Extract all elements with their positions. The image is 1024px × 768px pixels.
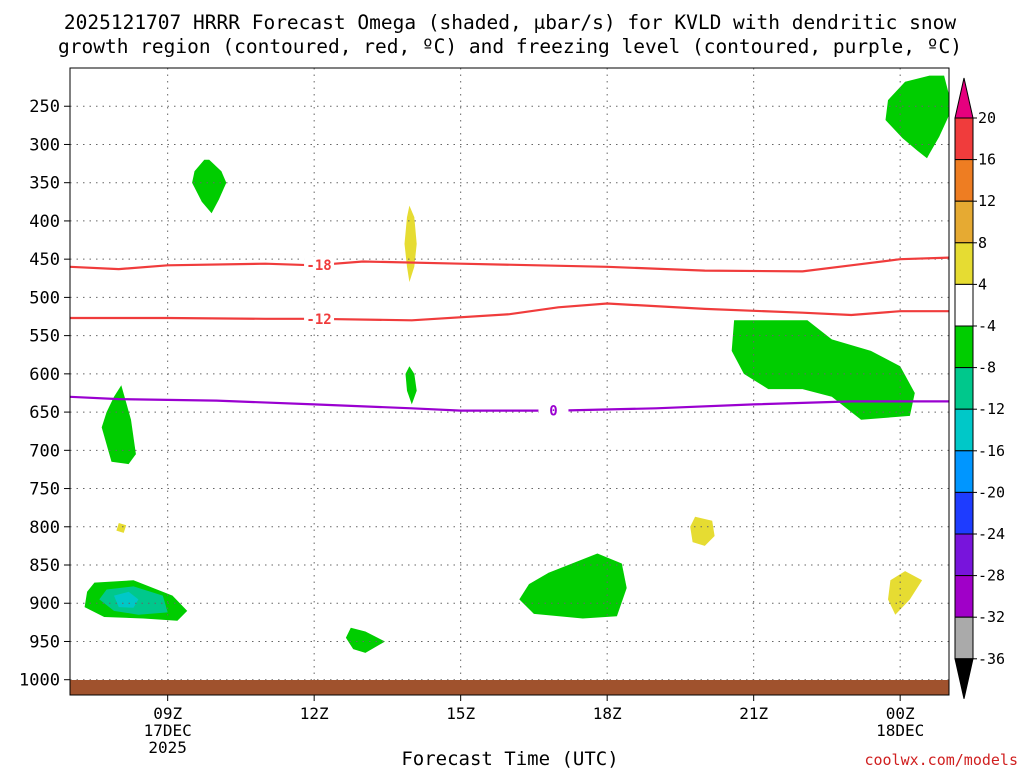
omega-region-6 — [116, 523, 127, 533]
omega-region-8 — [888, 571, 923, 615]
y-tick-label: 600 — [29, 365, 60, 385]
colorbar-label: -24 — [978, 525, 1005, 543]
colorbar-label: 12 — [978, 192, 996, 210]
colorbar-segment — [954, 575, 974, 618]
colorbar-segment — [954, 117, 974, 161]
y-axis-ticks: 250 300 350 400 450 500 550 600 650 700 750 800 850 9… — [19, 97, 70, 691]
colorbar-segment — [954, 616, 974, 660]
x-tick-label: 12Z — [300, 704, 329, 723]
colorbar-segment — [954, 325, 974, 369]
omega-region-4 — [405, 366, 417, 405]
y-tick-label: 750 — [29, 480, 60, 500]
grid-lines — [70, 68, 949, 695]
colorbar-label: 20 — [978, 109, 996, 127]
y-tick-label: 500 — [29, 288, 60, 308]
x-tick-label: 09Z — [153, 704, 182, 723]
y-tick-label: 450 — [29, 250, 60, 270]
omega-region-0 — [885, 75, 949, 159]
temperature-contours: -18 -12 0 — [69, 256, 950, 420]
plot-frame — [69, 67, 950, 696]
omega-region-7 — [690, 516, 715, 546]
colorbar-segment — [954, 367, 974, 410]
y-tick-label: 800 — [29, 518, 60, 538]
contour-line--18 — [69, 256, 950, 273]
colorbar-label: 4 — [978, 275, 987, 293]
colorbar-segment — [954, 450, 974, 493]
chart-title-line2: growth region (contoured, red, ºC) and f… — [58, 35, 962, 58]
ground-surface — [70, 680, 949, 695]
colorbar-segment — [954, 159, 974, 202]
colorbar-label: -32 — [978, 608, 1005, 626]
contour-label-bg — [304, 256, 335, 273]
y-tick-label: 1000 — [19, 671, 60, 691]
colorbar-segment — [954, 533, 974, 577]
colorbar: 20 16 12 8 4 -4 -8 -12 -16 -20 -24 -28 -32 -36 — [954, 77, 1005, 699]
omega-region-3 — [731, 320, 915, 420]
y-tick-label: 650 — [29, 403, 60, 423]
colorbar-label: -28 — [978, 567, 1005, 585]
colorbar-top-arrow — [954, 77, 974, 119]
colorbar-segment — [954, 242, 974, 285]
x-tick-label: 21Z — [739, 704, 768, 723]
colorbar-segment — [954, 408, 974, 452]
colorbar-label: -8 — [978, 359, 996, 377]
omega-region-13 — [345, 627, 385, 653]
colorbar-bottom-arrow — [954, 658, 974, 699]
contour-line--12 — [70, 302, 949, 322]
y-tick-label: 300 — [29, 135, 60, 155]
omega-region-12 — [114, 591, 139, 608]
x-tick-label: 2025 — [148, 738, 187, 757]
x-tick-label: 15Z — [446, 704, 475, 723]
y-tick-label: 950 — [29, 632, 60, 652]
contour-label: 0 — [549, 404, 557, 420]
credit-text[interactable]: coolwx.com/models — [864, 751, 1018, 768]
colorbar-label: 8 — [978, 234, 987, 252]
y-tick-label: 250 — [29, 97, 60, 117]
contour-label-bg — [538, 402, 569, 419]
omega-region-9 — [519, 553, 627, 619]
plot-area: -18 -12 0 — [69, 67, 950, 696]
contour-label: -18 — [306, 258, 331, 274]
colorbar-label: -4 — [978, 317, 996, 335]
colorbar-label: 16 — [978, 151, 996, 169]
omega-shaded-regions — [84, 75, 949, 653]
x-tick-label: 17DEC — [144, 721, 192, 740]
colorbar-segment — [954, 200, 974, 244]
contour-label-bg — [304, 310, 335, 327]
colorbar-label: -16 — [978, 442, 1005, 460]
x-tick-label: 18DEC — [876, 721, 924, 740]
chart-title-line1: 2025121707 HRRR Forecast Omega (shaded, … — [64, 11, 956, 34]
y-tick-label: 400 — [29, 212, 60, 232]
omega-region-1 — [192, 159, 227, 214]
contour-label: -12 — [306, 312, 331, 328]
x-axis-label: Forecast Time (UTC) — [401, 748, 618, 768]
omega-region-5 — [101, 385, 136, 465]
x-tick-label: 18Z — [593, 704, 622, 723]
y-tick-label: 850 — [29, 556, 60, 576]
contour-line-0 — [69, 395, 949, 412]
colorbar-segment — [954, 491, 974, 535]
x-tick-label: 00Z — [886, 704, 915, 723]
colorbar-label: -20 — [978, 483, 1005, 501]
y-tick-label: 900 — [29, 594, 60, 614]
y-tick-label: 700 — [29, 441, 60, 461]
colorbar-segment — [954, 283, 974, 327]
y-tick-label: 550 — [29, 327, 60, 347]
y-tick-label: 350 — [29, 174, 60, 194]
colorbar-label: -12 — [978, 400, 1005, 418]
colorbar-label: -36 — [978, 650, 1005, 668]
